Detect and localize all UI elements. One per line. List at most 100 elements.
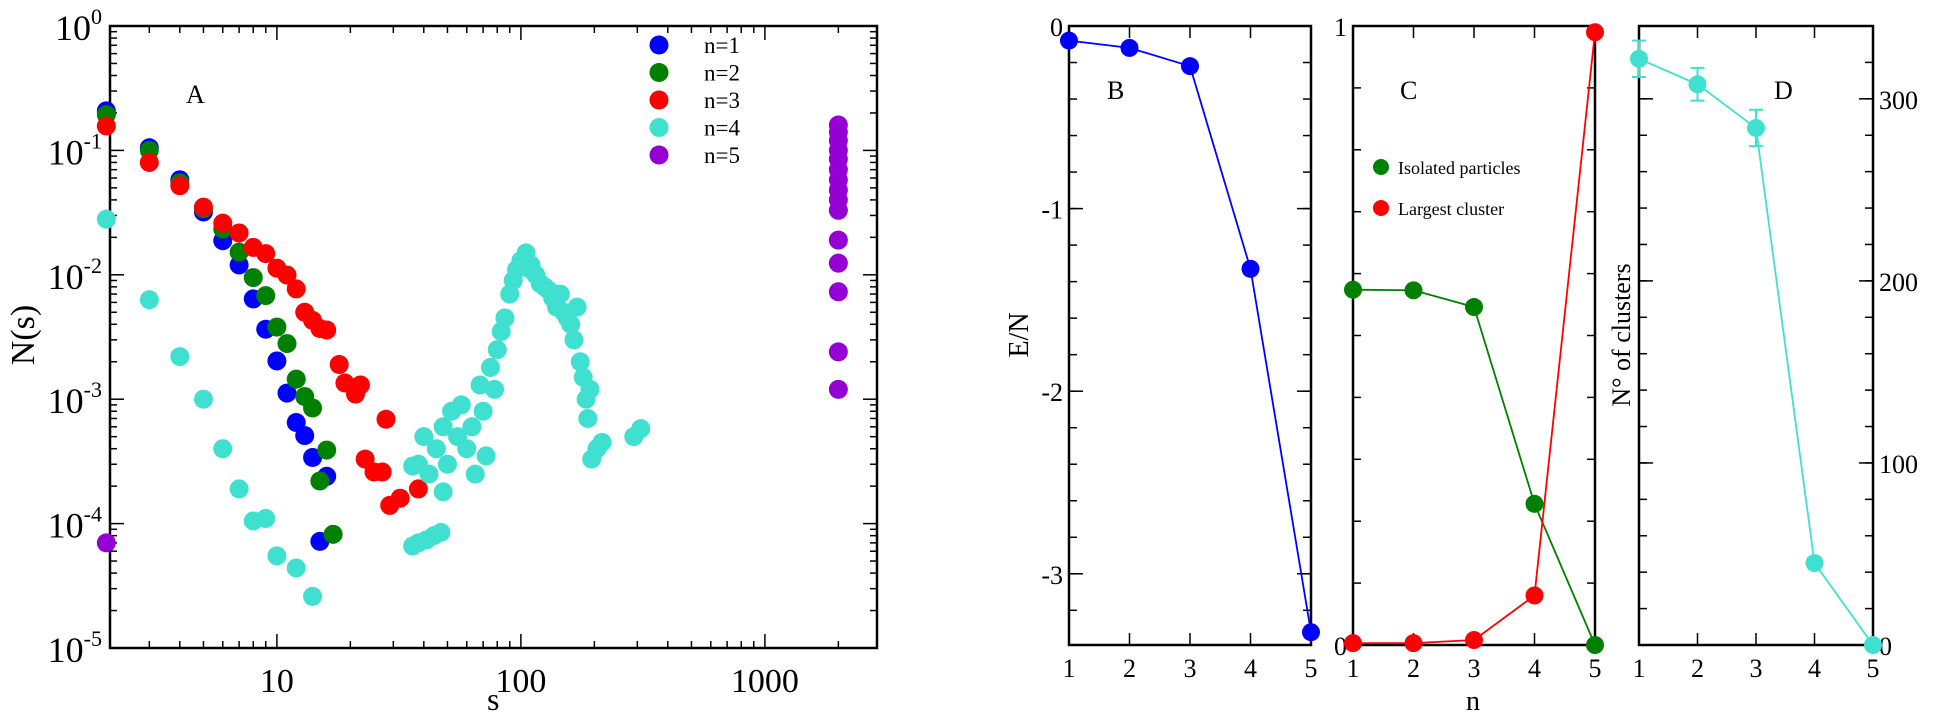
y-tick-label: 10-3 bbox=[48, 377, 102, 421]
legend-marker bbox=[649, 145, 669, 165]
y-tick-base: 10 bbox=[55, 8, 91, 48]
panel-d: 1 2 3 4 50 100 200 300 bbox=[1630, 24, 1918, 683]
x-tick-label: 1 bbox=[1063, 654, 1076, 683]
series-line bbox=[1068, 39, 1312, 633]
series-line bbox=[1353, 32, 1596, 645]
data-point bbox=[170, 176, 190, 196]
data-point bbox=[465, 464, 485, 484]
data-point bbox=[1060, 31, 1078, 50]
data-point bbox=[567, 297, 587, 317]
legend-marker-largest bbox=[1373, 200, 1389, 216]
y-tick-exponent: -1 bbox=[84, 128, 102, 153]
data-point bbox=[267, 546, 287, 566]
legend-marker bbox=[649, 90, 669, 110]
data-point bbox=[828, 379, 848, 399]
panel-b-letter: B bbox=[1107, 76, 1124, 105]
y-tick-label: 0 bbox=[1879, 632, 1892, 661]
x-tick-label: 1000 bbox=[731, 663, 799, 700]
data-point bbox=[1586, 636, 1604, 654]
data-point bbox=[580, 379, 600, 399]
data-point bbox=[1688, 75, 1707, 94]
data-point bbox=[286, 279, 306, 299]
x-tick-label: 3 bbox=[1184, 654, 1197, 683]
data-point bbox=[376, 409, 396, 429]
legend-label: n=2 bbox=[704, 61, 740, 86]
y-tick-label: 1 bbox=[1334, 13, 1347, 42]
data-point bbox=[170, 347, 190, 367]
legend-label: n=1 bbox=[704, 33, 740, 58]
data-point bbox=[414, 427, 434, 447]
y-tick-label: -1 bbox=[1041, 196, 1063, 225]
panel-b: 1 2 3 4 5 0 -1 -2 -3 bbox=[1041, 13, 1320, 683]
data-point bbox=[303, 586, 323, 606]
y-tick-exponent: -4 bbox=[84, 502, 102, 527]
plot-frame bbox=[108, 24, 879, 650]
panel-a: 10 100 100010010-110-210-310-410-5n=1n=2n=… bbox=[48, 4, 879, 700]
series-n=4 bbox=[96, 209, 651, 606]
data-point bbox=[828, 253, 848, 273]
panel-c: 1 2 3 4 501 bbox=[1334, 13, 1604, 683]
data-point bbox=[828, 342, 848, 362]
data-point bbox=[1525, 586, 1544, 605]
data-point bbox=[139, 290, 159, 310]
data-point bbox=[310, 471, 330, 491]
data-point bbox=[303, 447, 323, 467]
data-point bbox=[564, 330, 584, 350]
legend-label-largest: Largest cluster bbox=[1398, 199, 1504, 219]
legend-label: n=3 bbox=[704, 88, 740, 113]
data-point bbox=[96, 116, 116, 136]
series-Isolated particles bbox=[1344, 280, 1604, 654]
data-point bbox=[317, 440, 337, 460]
data-point bbox=[476, 446, 496, 466]
data-point bbox=[437, 454, 457, 474]
data-point bbox=[419, 464, 439, 484]
data-point bbox=[828, 200, 848, 220]
legend-marker bbox=[649, 35, 669, 55]
panel-a-ylabel: N(s) bbox=[5, 305, 42, 365]
x-tick-label: 4 bbox=[1808, 654, 1821, 683]
data-point bbox=[390, 488, 410, 508]
data-point bbox=[1630, 49, 1648, 68]
y-tick-label: 200 bbox=[1879, 268, 1918, 297]
plot-frame bbox=[1067, 24, 1313, 647]
data-point bbox=[267, 317, 287, 337]
y-tick-exponent: -3 bbox=[84, 377, 102, 402]
data-point bbox=[213, 439, 233, 459]
data-point bbox=[495, 308, 515, 328]
data-point bbox=[256, 286, 276, 306]
x-tick-label: 1 bbox=[1633, 654, 1646, 683]
data-point bbox=[256, 508, 276, 528]
legend-label: n=5 bbox=[704, 143, 740, 168]
x-tick-label: 5 bbox=[1589, 654, 1602, 683]
y-tick-label: 300 bbox=[1879, 86, 1918, 115]
data-point bbox=[1465, 631, 1483, 650]
data-point bbox=[286, 369, 306, 389]
x-tick-label: 3 bbox=[1750, 654, 1763, 683]
panel-a-xlabel: s bbox=[487, 681, 499, 716]
y-tick-base: 10 bbox=[48, 381, 84, 421]
panel-d-ylabel: N° of clusters bbox=[1607, 263, 1636, 406]
plot-frame bbox=[1637, 24, 1875, 647]
data-point bbox=[1805, 554, 1824, 573]
panel-c-xlabel: n bbox=[1466, 686, 1480, 716]
data-point bbox=[139, 152, 159, 172]
data-point bbox=[213, 213, 233, 233]
data-point bbox=[243, 268, 263, 288]
panel-c-legend: Isolated particles Largest cluster bbox=[1373, 158, 1520, 219]
data-point bbox=[229, 479, 249, 499]
x-tick-label: 2 bbox=[1691, 654, 1704, 683]
data-point bbox=[485, 379, 505, 399]
data-point bbox=[295, 426, 315, 446]
series-line bbox=[1352, 288, 1596, 646]
y-tick-label: 10-1 bbox=[48, 128, 102, 172]
data-point bbox=[329, 355, 349, 375]
data-point bbox=[426, 439, 446, 459]
x-tick-label: 10 bbox=[260, 663, 294, 700]
data-point bbox=[1586, 23, 1604, 42]
data-point bbox=[1864, 636, 1882, 654]
data-point bbox=[96, 533, 116, 553]
data-point bbox=[317, 320, 337, 340]
y-tick-label: -2 bbox=[1041, 378, 1063, 407]
x-tick-label: 1 bbox=[1347, 654, 1360, 683]
